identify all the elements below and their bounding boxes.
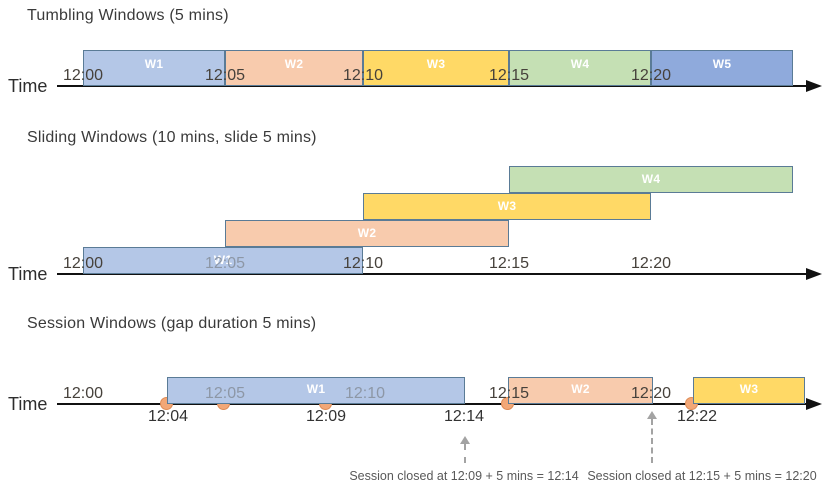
window-label: W3	[497, 199, 517, 213]
time-axis-label: Time	[8, 264, 48, 284]
axis-arrowhead-icon	[806, 398, 822, 410]
time-axis-label: Time	[8, 76, 48, 96]
session-closed-note: Session closed at 12:09 + 5 mins = 12:14	[349, 469, 579, 483]
window-label: W4	[641, 172, 661, 186]
window-bar-w2: W2	[225, 220, 509, 247]
section-title: Tumbling Windows (5 mins)	[27, 7, 229, 24]
up-arrow-icon	[647, 411, 657, 419]
window-label: W3	[426, 57, 446, 71]
time-axis-line	[57, 273, 808, 275]
window-label: W2	[284, 57, 304, 71]
tick-label: 12:00	[62, 385, 104, 402]
tick-label: 12:20	[630, 255, 672, 272]
up-arrow-icon	[460, 436, 470, 444]
window-bar-w3: W3	[363, 50, 509, 86]
window-label: W4	[570, 57, 590, 71]
window-label: W2	[357, 226, 377, 240]
event-time-label: 12:22	[676, 408, 718, 425]
window-bar-w2: W2	[508, 377, 653, 404]
tick-label: 12:05	[204, 385, 246, 402]
window-bar-w1: W1	[167, 377, 465, 404]
tick-label: 12:10	[342, 255, 384, 272]
window-label: W3	[739, 382, 759, 396]
window-bar-w1: W1	[83, 247, 363, 274]
tick-label: 12:00	[62, 67, 104, 84]
tick-label: 12:10	[344, 385, 386, 402]
window-bar-w2: W2	[225, 50, 363, 86]
tick-label: 12:05	[204, 67, 246, 84]
window-bar-w3: W3	[693, 377, 805, 404]
dashed-arrow-line	[464, 444, 466, 463]
window-bar-w3: W3	[363, 193, 651, 220]
axis-arrowhead-icon	[806, 80, 822, 92]
event-time-label: 12:14	[443, 408, 485, 425]
tick-label: 12:05	[204, 255, 246, 272]
tick-label: 12:20	[630, 385, 672, 402]
window-bar-w5: W5	[651, 50, 793, 86]
window-bar-w4: W4	[509, 50, 651, 86]
axis-arrowhead-icon	[806, 268, 822, 280]
session-closed-note: Session closed at 12:15 + 5 mins = 12:20	[587, 469, 817, 483]
dashed-arrow-line	[651, 419, 653, 463]
section-title: Session Windows (gap duration 5 mins)	[27, 315, 317, 332]
window-label: W1	[306, 382, 326, 396]
section-title: Sliding Windows (10 mins, slide 5 mins)	[27, 129, 317, 146]
tick-label: 12:00	[62, 255, 104, 272]
tick-label: 12:20	[630, 67, 672, 84]
time-axis-line	[57, 85, 808, 87]
tick-label: 12:15	[488, 385, 530, 402]
window-label: W1	[144, 57, 164, 71]
tick-label: 12:15	[488, 67, 530, 84]
window-label: W1	[213, 253, 233, 267]
tick-label: 12:15	[488, 255, 530, 272]
event-time-label: 12:04	[147, 408, 189, 425]
event-time-label: 12:09	[305, 408, 347, 425]
window-bar-w1: W1	[83, 50, 225, 86]
time-axis-line	[57, 403, 808, 405]
window-label: W2	[571, 382, 590, 396]
window-bar-w4: W4	[509, 166, 793, 193]
tick-label: 12:10	[342, 67, 384, 84]
time-axis-label: Time	[8, 394, 48, 414]
window-label: W5	[712, 57, 732, 71]
